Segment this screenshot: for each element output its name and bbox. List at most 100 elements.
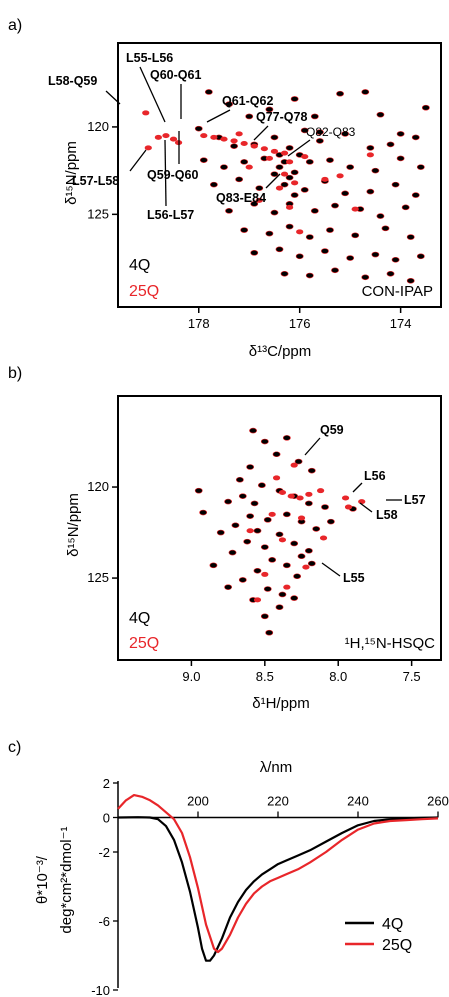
peak-4q — [346, 164, 355, 170]
peak-4q — [381, 225, 390, 232]
peak-25q — [296, 495, 304, 501]
peak-4q — [421, 104, 430, 111]
panel-c-ylabel-line1: θ*10⁻³/ — [34, 855, 51, 904]
panel-b-label: b) — [8, 365, 22, 382]
x-tick-label: 200 — [187, 794, 209, 809]
peak-4q — [305, 272, 314, 279]
peak-4q — [228, 549, 237, 556]
peak-25q — [144, 145, 152, 151]
arrow — [129, 149, 147, 172]
peak-25q — [272, 475, 281, 481]
x-tick-label: 260 — [427, 794, 449, 809]
peak-4q — [243, 538, 252, 545]
peak-4q — [280, 270, 289, 277]
peak-4q — [285, 223, 294, 230]
peak-4q — [305, 234, 314, 240]
peak-4q — [361, 89, 370, 95]
peak-25q — [265, 155, 274, 161]
peak-4q — [224, 584, 233, 590]
peak-4q — [304, 547, 313, 554]
peak-4q — [235, 476, 244, 483]
peak-4q — [310, 113, 319, 120]
panel-a-legend-4q: 4Q — [129, 257, 150, 274]
peak-25q — [280, 171, 289, 177]
peak-25q — [351, 206, 359, 212]
peak-4q — [220, 164, 228, 170]
peak-4q — [326, 518, 335, 525]
annotation-l58: L58 — [376, 508, 398, 522]
peak-4q — [230, 143, 238, 149]
peak-4q — [341, 190, 350, 197]
peak-25q — [270, 148, 279, 154]
line-4q — [117, 816, 439, 962]
peak-25q — [336, 173, 344, 179]
peak-25q — [240, 141, 248, 147]
peak-25q — [260, 146, 268, 152]
panel-a-annotations: L58-Q59 L55-L56 Q60-Q61 Q61-Q62 Q77-Q78 … — [48, 51, 356, 222]
peak-4q — [406, 234, 415, 240]
peak-25q — [287, 493, 295, 499]
peak-4q — [282, 511, 291, 518]
peak-4q — [351, 232, 360, 239]
arrow — [265, 173, 281, 189]
peak-4q — [263, 517, 272, 523]
y-tick-label: 2 — [103, 776, 110, 791]
peak-25q — [366, 152, 374, 158]
panel-b-legend-4q: 4Q — [129, 610, 150, 627]
y-tick-label: 125 — [87, 570, 109, 585]
peak-4q — [275, 164, 284, 170]
peak-25q — [301, 154, 309, 160]
peak-4q — [315, 129, 324, 135]
arrow — [352, 482, 363, 493]
peak-25q — [297, 515, 306, 521]
peak-4q — [253, 567, 262, 574]
peak-4q — [346, 255, 355, 261]
panel-c-legend-25q: 25Q — [382, 937, 412, 954]
peak-4q — [250, 500, 259, 507]
peak-25q — [285, 159, 294, 165]
peak-4q — [321, 504, 329, 510]
peak-4q — [224, 498, 233, 505]
peak-4q — [209, 562, 218, 569]
peak-25q — [283, 584, 291, 590]
peak-25q — [358, 499, 366, 505]
peak-4q — [396, 131, 405, 137]
panel-a-label: a) — [8, 17, 22, 34]
x-tick-label: 178 — [188, 316, 210, 331]
panel-a-legend-25q: 25Q — [129, 283, 159, 300]
panel-a-ylabel: δ¹⁵N/ppm — [63, 141, 80, 205]
peak-25q — [210, 134, 218, 140]
annotation-l56: L56 — [364, 469, 386, 483]
peak-4q — [304, 500, 313, 507]
arrow — [304, 437, 321, 456]
peak-4q — [300, 127, 309, 134]
annotation-l57: L57 — [404, 493, 426, 507]
panel-a-arrows — [105, 66, 311, 207]
peak-4q — [285, 145, 294, 151]
annotation-q77-q78: Q77-Q78 — [256, 110, 307, 124]
peak-4q — [265, 230, 274, 237]
peak-25q — [235, 131, 243, 137]
peak-25q — [162, 133, 170, 139]
panel-c-ylabel-line2: deg*cm²*dmol⁻¹ — [58, 826, 75, 933]
peak-25q — [246, 528, 254, 534]
peak-4q — [371, 167, 380, 174]
peak-4q — [290, 169, 299, 176]
peak-25q — [275, 185, 284, 191]
peak-4q — [216, 529, 225, 536]
y-tick-label: -10 — [91, 983, 110, 997]
peak-4q — [250, 201, 259, 207]
peak-4q — [305, 159, 314, 165]
arrow — [105, 90, 121, 105]
y-tick-label: 120 — [87, 479, 109, 494]
peak-4q — [416, 164, 425, 170]
peak-4q — [209, 181, 218, 188]
peak-4q — [194, 487, 203, 494]
peak-4q — [265, 106, 274, 113]
peak-25q — [169, 136, 178, 142]
peak-4q — [336, 90, 344, 97]
peak-4q — [371, 251, 380, 258]
peak-4q — [280, 181, 289, 188]
y-tick-label: -2 — [98, 845, 110, 860]
